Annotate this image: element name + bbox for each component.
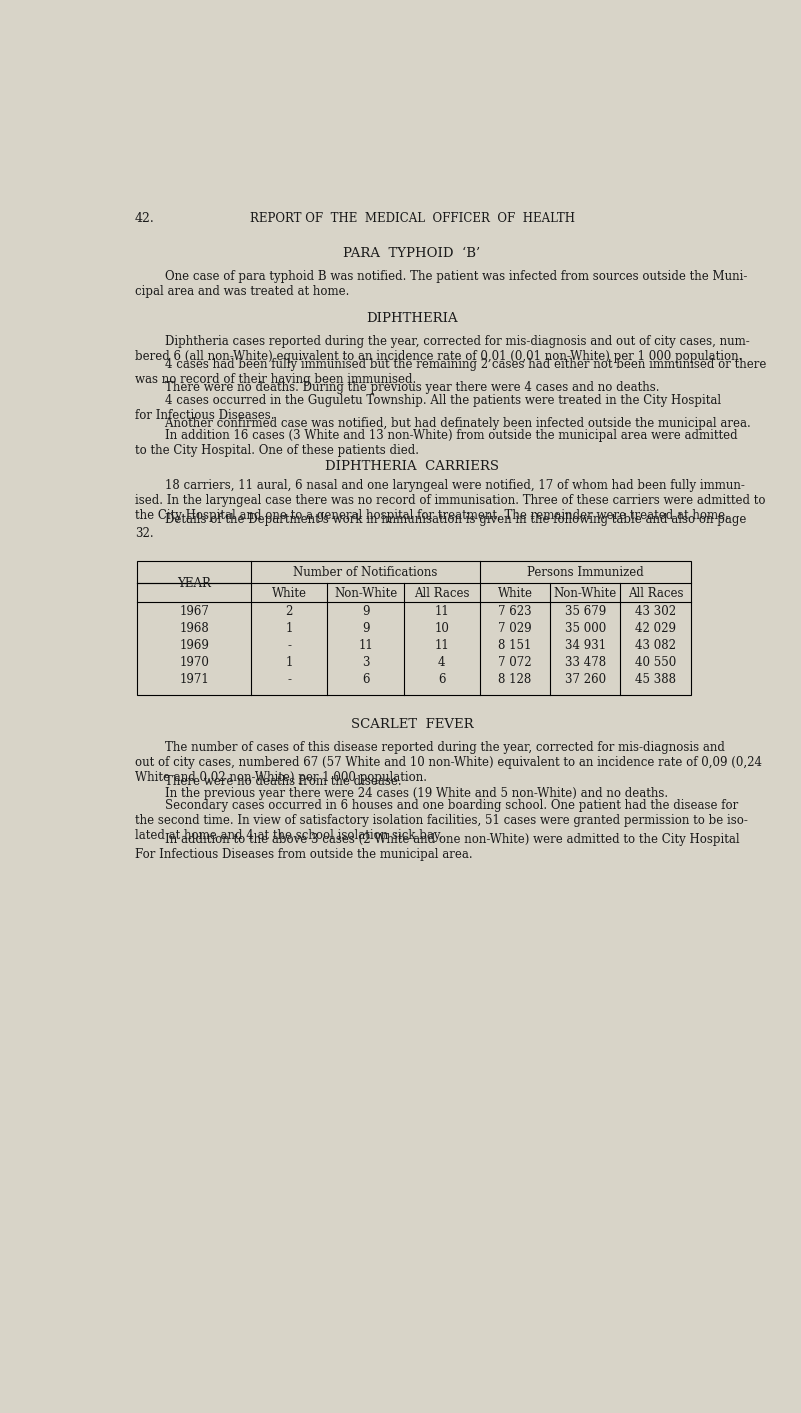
Text: 7 029: 7 029 bbox=[498, 622, 532, 636]
Text: 43 302: 43 302 bbox=[635, 605, 676, 619]
Text: 7 623: 7 623 bbox=[498, 605, 532, 619]
Text: 9: 9 bbox=[362, 605, 369, 619]
Text: 40 550: 40 550 bbox=[635, 656, 676, 670]
Text: All Races: All Races bbox=[414, 586, 469, 601]
Text: 6: 6 bbox=[362, 673, 369, 687]
Text: 4: 4 bbox=[438, 656, 445, 670]
Text: In addition 16 cases (3 White and 13 non-White) from outside the municipal area : In addition 16 cases (3 White and 13 non… bbox=[135, 430, 738, 456]
Text: 1: 1 bbox=[286, 656, 293, 670]
Text: 35 000: 35 000 bbox=[565, 622, 606, 636]
Text: YEAR: YEAR bbox=[177, 578, 211, 591]
Text: Another confirmed case was notified, but had definately been infected outside th: Another confirmed case was notified, but… bbox=[135, 417, 751, 430]
Text: 7 072: 7 072 bbox=[498, 656, 532, 670]
Text: 1: 1 bbox=[286, 622, 293, 636]
Text: 1967: 1967 bbox=[179, 605, 209, 619]
Text: One case of para typhoid B was notified. The patient was infected from sources o: One case of para typhoid B was notified.… bbox=[135, 270, 747, 298]
Text: DIPHTHERIA: DIPHTHERIA bbox=[366, 312, 458, 325]
Text: SCARLET  FEVER: SCARLET FEVER bbox=[351, 718, 473, 731]
Text: There were no deaths from the disease.: There were no deaths from the disease. bbox=[135, 774, 401, 788]
Bar bbox=[137, 561, 690, 695]
Text: 4 cases occurred in the Guguletu Township. All the patients were treated in the : 4 cases occurred in the Guguletu Townshi… bbox=[135, 394, 721, 421]
Text: Secondary cases occurred in 6 houses and one boarding school. One patient had th: Secondary cases occurred in 6 houses and… bbox=[135, 800, 748, 842]
Text: REPORT OF  THE  MEDICAL  OFFICER  OF  HEALTH: REPORT OF THE MEDICAL OFFICER OF HEALTH bbox=[250, 212, 574, 225]
Text: In the previous year there were 24 cases (19 White and 5 non-White) and no death: In the previous year there were 24 cases… bbox=[135, 787, 668, 800]
Text: 42 029: 42 029 bbox=[635, 622, 676, 636]
Text: 2: 2 bbox=[286, 605, 293, 619]
Text: -: - bbox=[288, 639, 292, 653]
Text: 32.: 32. bbox=[135, 527, 154, 540]
Text: Non-White: Non-White bbox=[553, 586, 617, 601]
Text: 43 082: 43 082 bbox=[635, 639, 676, 653]
Text: PARA  TYPHOID  ‘B’: PARA TYPHOID ‘B’ bbox=[344, 246, 481, 260]
Text: DIPHTHERIA  CARRIERS: DIPHTHERIA CARRIERS bbox=[325, 459, 499, 473]
Text: 11: 11 bbox=[358, 639, 373, 653]
Text: 1968: 1968 bbox=[179, 622, 209, 636]
Text: Persons Immunized: Persons Immunized bbox=[527, 567, 644, 579]
Text: 1970: 1970 bbox=[179, 656, 209, 670]
Text: Non-White: Non-White bbox=[334, 586, 397, 601]
Text: 8 151: 8 151 bbox=[498, 639, 532, 653]
Text: 42.: 42. bbox=[135, 212, 155, 225]
Text: In addition to the above 3 cases (2 White and one non-White) were admitted to th: In addition to the above 3 cases (2 Whit… bbox=[135, 834, 739, 862]
Text: 45 388: 45 388 bbox=[635, 673, 676, 687]
Text: Details of the Department's work in immunisation is given in the following table: Details of the Department's work in immu… bbox=[135, 513, 747, 526]
Text: White: White bbox=[272, 586, 307, 601]
Text: All Races: All Races bbox=[628, 586, 683, 601]
Text: Diphtheria cases reported during the year, corrected for mis-diagnosis and out o: Diphtheria cases reported during the yea… bbox=[135, 335, 750, 363]
Text: 34 931: 34 931 bbox=[565, 639, 606, 653]
Text: 9: 9 bbox=[362, 622, 369, 636]
Text: 33 478: 33 478 bbox=[565, 656, 606, 670]
Text: 18 carriers, 11 aural, 6 nasal and one laryngeal were notified, 17 of whom had b: 18 carriers, 11 aural, 6 nasal and one l… bbox=[135, 479, 766, 521]
Text: 10: 10 bbox=[434, 622, 449, 636]
Text: There were no deaths. During the previous year there were 4 cases and no deaths.: There were no deaths. During the previou… bbox=[135, 382, 659, 394]
Text: 11: 11 bbox=[434, 605, 449, 619]
Text: 4 cases had been fully immunised but the remaining 2 cases had either not been i: 4 cases had been fully immunised but the… bbox=[135, 359, 767, 386]
Text: 11: 11 bbox=[434, 639, 449, 653]
Text: The number of cases of this disease reported during the year, corrected for mis-: The number of cases of this disease repo… bbox=[135, 740, 762, 784]
Text: 6: 6 bbox=[438, 673, 445, 687]
Text: White: White bbox=[497, 586, 533, 601]
Text: 3: 3 bbox=[362, 656, 369, 670]
Text: 37 260: 37 260 bbox=[565, 673, 606, 687]
Text: 8 128: 8 128 bbox=[498, 673, 532, 687]
Text: 1971: 1971 bbox=[179, 673, 209, 687]
Text: Number of Notifications: Number of Notifications bbox=[293, 567, 438, 579]
Text: 1969: 1969 bbox=[179, 639, 209, 653]
Text: -: - bbox=[288, 673, 292, 687]
Text: 35 679: 35 679 bbox=[565, 605, 606, 619]
